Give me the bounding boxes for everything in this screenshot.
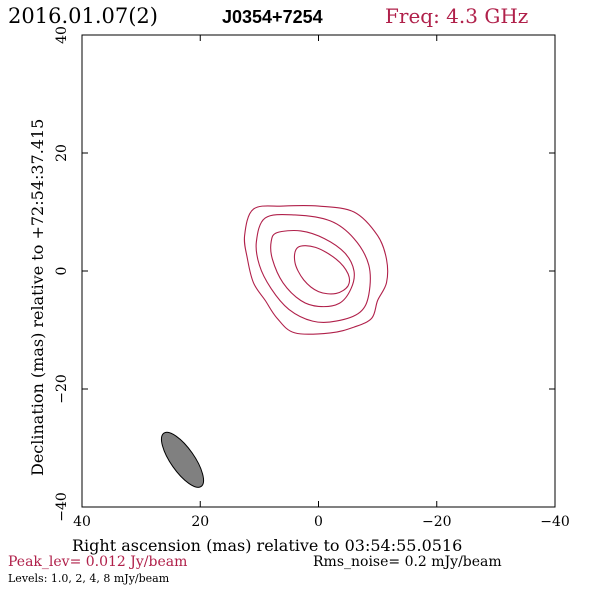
contour-level-4 bbox=[270, 229, 355, 308]
contour-level-2 bbox=[255, 213, 371, 323]
x-axis-label: Right ascension (mas) relative to 03:54:… bbox=[72, 536, 462, 555]
contour-level-1 bbox=[243, 204, 389, 335]
x-tick-label: −40 bbox=[540, 514, 570, 530]
y-tick-labels: −40 −20 0 20 40 bbox=[54, 26, 70, 522]
beam-group bbox=[160, 431, 205, 488]
peak-level-text: Peak_lev= 0.012 Jy/beam bbox=[8, 554, 187, 570]
x-tick-label: 40 bbox=[73, 514, 91, 530]
y-tick-label: 0 bbox=[54, 267, 70, 276]
axis-ticks bbox=[81, 34, 556, 508]
x-tick-label: 20 bbox=[191, 514, 209, 530]
header-date: 2016.01.07(2) bbox=[8, 4, 158, 28]
y-tick-label: 20 bbox=[54, 144, 70, 162]
y-axis-label: Declination (mas) relative to +72:54:37.… bbox=[28, 119, 47, 476]
header-freq: Freq: 4.3 GHz bbox=[385, 4, 528, 28]
beam-ellipse bbox=[160, 431, 205, 488]
x-tick-label: 0 bbox=[314, 514, 323, 530]
y-tick-label: −20 bbox=[54, 374, 70, 404]
y-tick-label: 40 bbox=[54, 26, 70, 44]
plot-frame bbox=[81, 34, 556, 508]
contour-group bbox=[243, 204, 389, 335]
contour-level-8 bbox=[293, 245, 351, 295]
levels-text: Levels: 1.0, 2, 4, 8 mJy/beam bbox=[8, 572, 170, 585]
header-source: J0354+7254 bbox=[222, 7, 323, 27]
y-tick-label: −40 bbox=[54, 492, 70, 522]
x-tick-labels: 40 20 0 −20 −40 bbox=[73, 514, 570, 530]
rms-noise-text: Rms_noise= 0.2 mJy/beam bbox=[313, 554, 502, 570]
x-tick-label: −20 bbox=[422, 514, 452, 530]
